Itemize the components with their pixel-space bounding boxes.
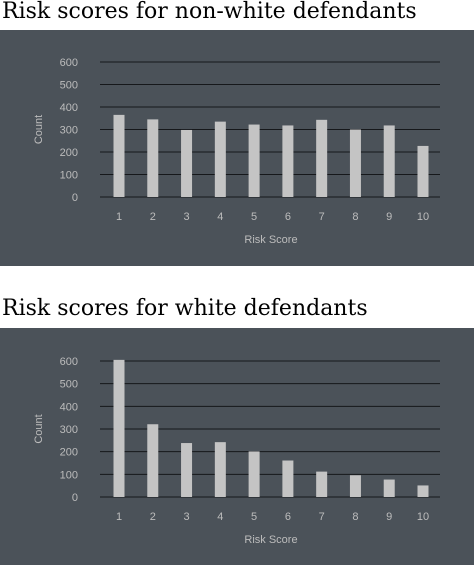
bar-risk-score-9 bbox=[383, 479, 395, 497]
x-tick-label: 1 bbox=[116, 211, 122, 223]
x-tick-label: 7 bbox=[319, 511, 325, 523]
y-tick-label: 0 bbox=[72, 492, 78, 504]
y-tick-label: 600 bbox=[60, 57, 78, 69]
y-tick-label: 0 bbox=[72, 192, 78, 204]
y-axis-label: Count bbox=[33, 115, 45, 144]
x-tick-label: 4 bbox=[217, 211, 223, 223]
x-tick-label: 10 bbox=[417, 211, 429, 223]
y-tick-label: 500 bbox=[60, 80, 78, 92]
x-tick-label: 8 bbox=[352, 211, 358, 223]
x-tick-label: 4 bbox=[217, 511, 223, 523]
bar-risk-score-7 bbox=[316, 119, 328, 197]
bar-risk-score-8 bbox=[349, 475, 361, 497]
x-tick-label: 6 bbox=[285, 211, 291, 223]
x-tick-label: 5 bbox=[251, 211, 257, 223]
y-tick-label: 300 bbox=[60, 424, 78, 436]
y-tick-label: 100 bbox=[60, 469, 78, 481]
bar-risk-score-9 bbox=[383, 125, 395, 197]
x-tick-label: 3 bbox=[183, 511, 189, 523]
x-axis-label: Risk Score bbox=[244, 234, 297, 246]
chart-title-white: Risk scores for white defendants bbox=[2, 296, 368, 321]
chart-background bbox=[0, 30, 474, 266]
chart-svg-non-white: 0 100 200 300 400 500 600 1 2 3 4 5 6 7 8 9 10 Risk Score… bbox=[0, 30, 474, 266]
bar-risk-score-4 bbox=[214, 121, 226, 197]
y-tick-label: 400 bbox=[60, 401, 78, 413]
y-tick-label: 500 bbox=[60, 379, 78, 391]
bar-risk-score-10 bbox=[417, 145, 429, 197]
bar-risk-score-5 bbox=[248, 451, 260, 497]
chart-title-non-white: Risk scores for non-white defendants bbox=[2, 0, 417, 24]
x-tick-label: 9 bbox=[386, 211, 392, 223]
x-tick-label: 8 bbox=[352, 511, 358, 523]
bar-risk-score-5 bbox=[248, 124, 260, 197]
bar-risk-score-7 bbox=[316, 471, 328, 497]
bar-risk-score-8 bbox=[349, 129, 361, 197]
y-tick-label: 600 bbox=[60, 356, 78, 368]
x-tick-label: 6 bbox=[285, 511, 291, 523]
x-tick-label: 10 bbox=[417, 511, 429, 523]
x-tick-label: 5 bbox=[251, 511, 257, 523]
y-tick-label: 200 bbox=[60, 147, 78, 159]
x-tick-label: 9 bbox=[386, 511, 392, 523]
y-axis-label: Count bbox=[33, 414, 45, 443]
y-tick-label: 300 bbox=[60, 125, 78, 137]
bar-risk-score-6 bbox=[282, 125, 294, 197]
y-tick-label: 100 bbox=[60, 170, 78, 182]
x-tick-label: 1 bbox=[116, 511, 122, 523]
bar-risk-score-1 bbox=[113, 114, 125, 197]
x-tick-label: 2 bbox=[150, 211, 156, 223]
bar-risk-score-6 bbox=[282, 460, 294, 497]
bar-risk-score-2 bbox=[147, 424, 159, 497]
chart-svg-white: 0 100 200 300 400 500 600 1 2 3 4 5 6 7 8 9 10 Risk Score… bbox=[0, 328, 474, 565]
x-tick-label: 3 bbox=[183, 211, 189, 223]
y-tick-label: 400 bbox=[60, 102, 78, 114]
chart-panel-non-white: 0 100 200 300 400 500 600 1 2 3 4 5 6 7 8 9 10 Risk Score… bbox=[0, 30, 474, 266]
bar-risk-score-1 bbox=[113, 359, 125, 497]
x-tick-label: 7 bbox=[319, 211, 325, 223]
x-axis-label: Risk Score bbox=[244, 534, 297, 546]
chart-background bbox=[0, 328, 474, 565]
bar-risk-score-4 bbox=[214, 442, 226, 497]
x-tick-label: 2 bbox=[150, 511, 156, 523]
bar-risk-score-3 bbox=[181, 129, 193, 197]
bar-risk-score-10 bbox=[417, 485, 429, 497]
chart-panel-white: 0 100 200 300 400 500 600 1 2 3 4 5 6 7 8 9 10 Risk Score… bbox=[0, 328, 474, 565]
bar-risk-score-2 bbox=[147, 119, 159, 197]
y-tick-label: 200 bbox=[60, 447, 78, 459]
bar-risk-score-3 bbox=[181, 443, 193, 497]
